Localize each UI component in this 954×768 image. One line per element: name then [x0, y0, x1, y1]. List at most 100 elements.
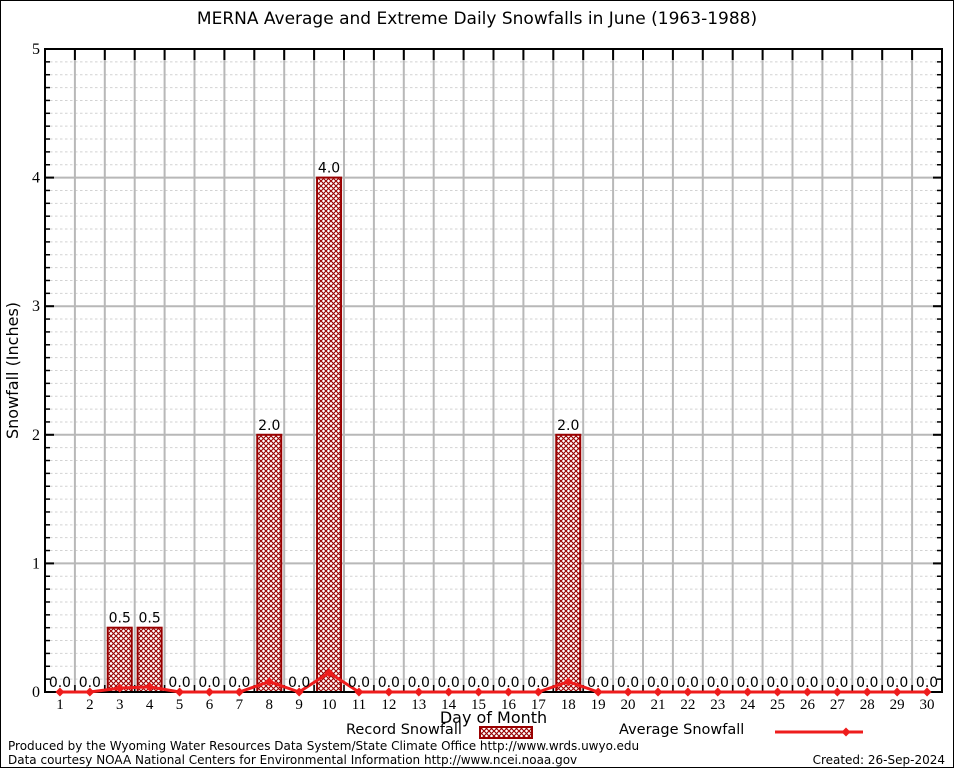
- footer-produced-by: Produced by the Wyoming Water Resources …: [8, 739, 640, 753]
- marker-day-11: [354, 687, 364, 697]
- x-tick-3: 3: [116, 697, 124, 713]
- value-label-day-10: 4.0: [318, 161, 340, 177]
- y-tick-2: 2: [32, 427, 40, 444]
- marker-day-7: [234, 687, 244, 697]
- marker-day-4: [145, 682, 155, 692]
- marker-day-28: [862, 687, 872, 697]
- average-snowfall-line: [60, 671, 927, 694]
- x-tick-18: 18: [561, 697, 576, 713]
- marker-day-1: [55, 687, 65, 697]
- marker-day-17: [533, 687, 543, 697]
- x-tick-2: 2: [86, 697, 94, 713]
- x-tick-1: 1: [56, 697, 64, 713]
- grid-major-horizontal: [45, 176, 942, 565]
- x-tick-26: 26: [800, 697, 816, 713]
- value-label-day-16: 0.0: [497, 675, 519, 691]
- record-bar-day-18: [555, 433, 582, 693]
- value-label-day-8: 2.0: [258, 418, 280, 434]
- legend-average-snowfall-label: Average Snowfall: [619, 722, 745, 738]
- marker-day-8: [264, 677, 274, 687]
- value-labels: 0.0 0.0 0.5 0.5 0.0 0.0 0.0 2.0 0.0 4.0 0.0 0.0 0.0 0…: [49, 161, 938, 691]
- value-label-day-11: 0.0: [348, 675, 370, 691]
- value-label-day-28: 0.0: [856, 675, 878, 691]
- record-snowfall-bars: [106, 176, 582, 694]
- x-tick-11: 11: [352, 697, 366, 713]
- marker-day-9: [294, 687, 304, 697]
- marker-day-18: [563, 677, 573, 687]
- marker-day-26: [802, 687, 812, 697]
- value-label-day-30: 0.0: [916, 675, 938, 691]
- value-label-day-29: 0.0: [886, 675, 908, 691]
- axis-ticks: [46, 48, 941, 693]
- x-tick-4: 4: [146, 697, 154, 713]
- record-bar-day-4: [136, 626, 163, 694]
- x-tick-20: 20: [621, 697, 636, 713]
- value-label-day-2: 0.0: [79, 675, 101, 691]
- x-tick-23: 23: [710, 697, 725, 713]
- marker-day-12: [384, 687, 394, 697]
- x-tick-labels: 1 2 3 4 5 6 7 8 9 10 11 12 13 14 15 16 17 18 19 20 21 22 23 24 2…: [56, 697, 934, 713]
- x-tick-12: 12: [381, 697, 396, 713]
- y-tick-1: 1: [32, 555, 40, 572]
- value-label-day-14: 0.0: [438, 675, 460, 691]
- value-label-day-25: 0.0: [766, 675, 788, 691]
- x-tick-13: 13: [411, 697, 426, 713]
- marker-day-13: [414, 687, 424, 697]
- value-label-day-19: 0.0: [587, 675, 609, 691]
- value-label-day-12: 0.0: [378, 675, 400, 691]
- marker-day-19: [593, 687, 603, 697]
- x-tick-29: 29: [890, 697, 905, 713]
- marker-day-23: [713, 687, 723, 697]
- x-tick-7: 7: [236, 697, 244, 713]
- record-snowfall-swatch-icon: [479, 726, 533, 739]
- marker-day-5: [175, 687, 185, 697]
- y-tick-4: 4: [32, 170, 40, 187]
- x-tick-6: 6: [206, 697, 214, 713]
- value-label-day-4: 0.5: [139, 611, 161, 627]
- marker-day-16: [503, 687, 513, 697]
- record-bar-day-8: [256, 433, 283, 693]
- x-tick-8: 8: [266, 697, 274, 713]
- value-label-day-5: 0.0: [168, 675, 190, 691]
- value-label-day-22: 0.0: [677, 675, 699, 691]
- value-label-day-9: 0.0: [288, 675, 310, 691]
- x-tick-21: 21: [650, 697, 665, 713]
- footer-data-courtesy: Data courtesy NOAA National Centers for …: [8, 753, 578, 767]
- value-label-day-6: 0.0: [198, 675, 220, 691]
- x-tick-14: 14: [441, 697, 457, 713]
- x-tick-30: 30: [920, 697, 935, 713]
- value-label-day-7: 0.0: [228, 675, 250, 691]
- marker-day-21: [653, 687, 663, 697]
- x-tick-15: 15: [471, 697, 486, 713]
- value-label-day-23: 0.0: [707, 675, 729, 691]
- marker-day-29: [892, 687, 902, 697]
- value-label-day-15: 0.0: [467, 675, 489, 691]
- x-tick-22: 22: [680, 697, 695, 713]
- marker-day-24: [743, 687, 753, 697]
- x-tick-9: 9: [295, 697, 303, 713]
- marker-day-3: [115, 683, 125, 693]
- x-tick-27: 27: [830, 697, 846, 713]
- y-tick-labels: 0 1 2 3 4 5: [32, 41, 40, 701]
- x-tick-16: 16: [501, 697, 517, 713]
- value-label-day-27: 0.0: [826, 675, 848, 691]
- y-tick-5: 5: [32, 41, 40, 58]
- marker-day-20: [623, 687, 633, 697]
- value-label-day-20: 0.0: [617, 675, 639, 691]
- value-label-day-21: 0.0: [647, 675, 669, 691]
- y-axis-title: Snowfall (Inches): [3, 302, 22, 439]
- record-bar-day-3: [106, 626, 133, 694]
- marker-day-22: [683, 687, 693, 697]
- marker-day-10: [324, 668, 334, 678]
- x-tick-10: 10: [322, 697, 337, 713]
- legend-record-snowfall-label: Record Snowfall: [346, 722, 462, 738]
- chart-title: MERNA Average and Extreme Daily Snowfall…: [196, 9, 758, 29]
- marker-day-15: [474, 687, 484, 697]
- x-tick-28: 28: [860, 697, 875, 713]
- record-bar-day-10: [316, 176, 343, 694]
- value-label-day-18: 2.0: [557, 418, 579, 434]
- marker-day-14: [444, 687, 454, 697]
- x-tick-19: 19: [591, 697, 606, 713]
